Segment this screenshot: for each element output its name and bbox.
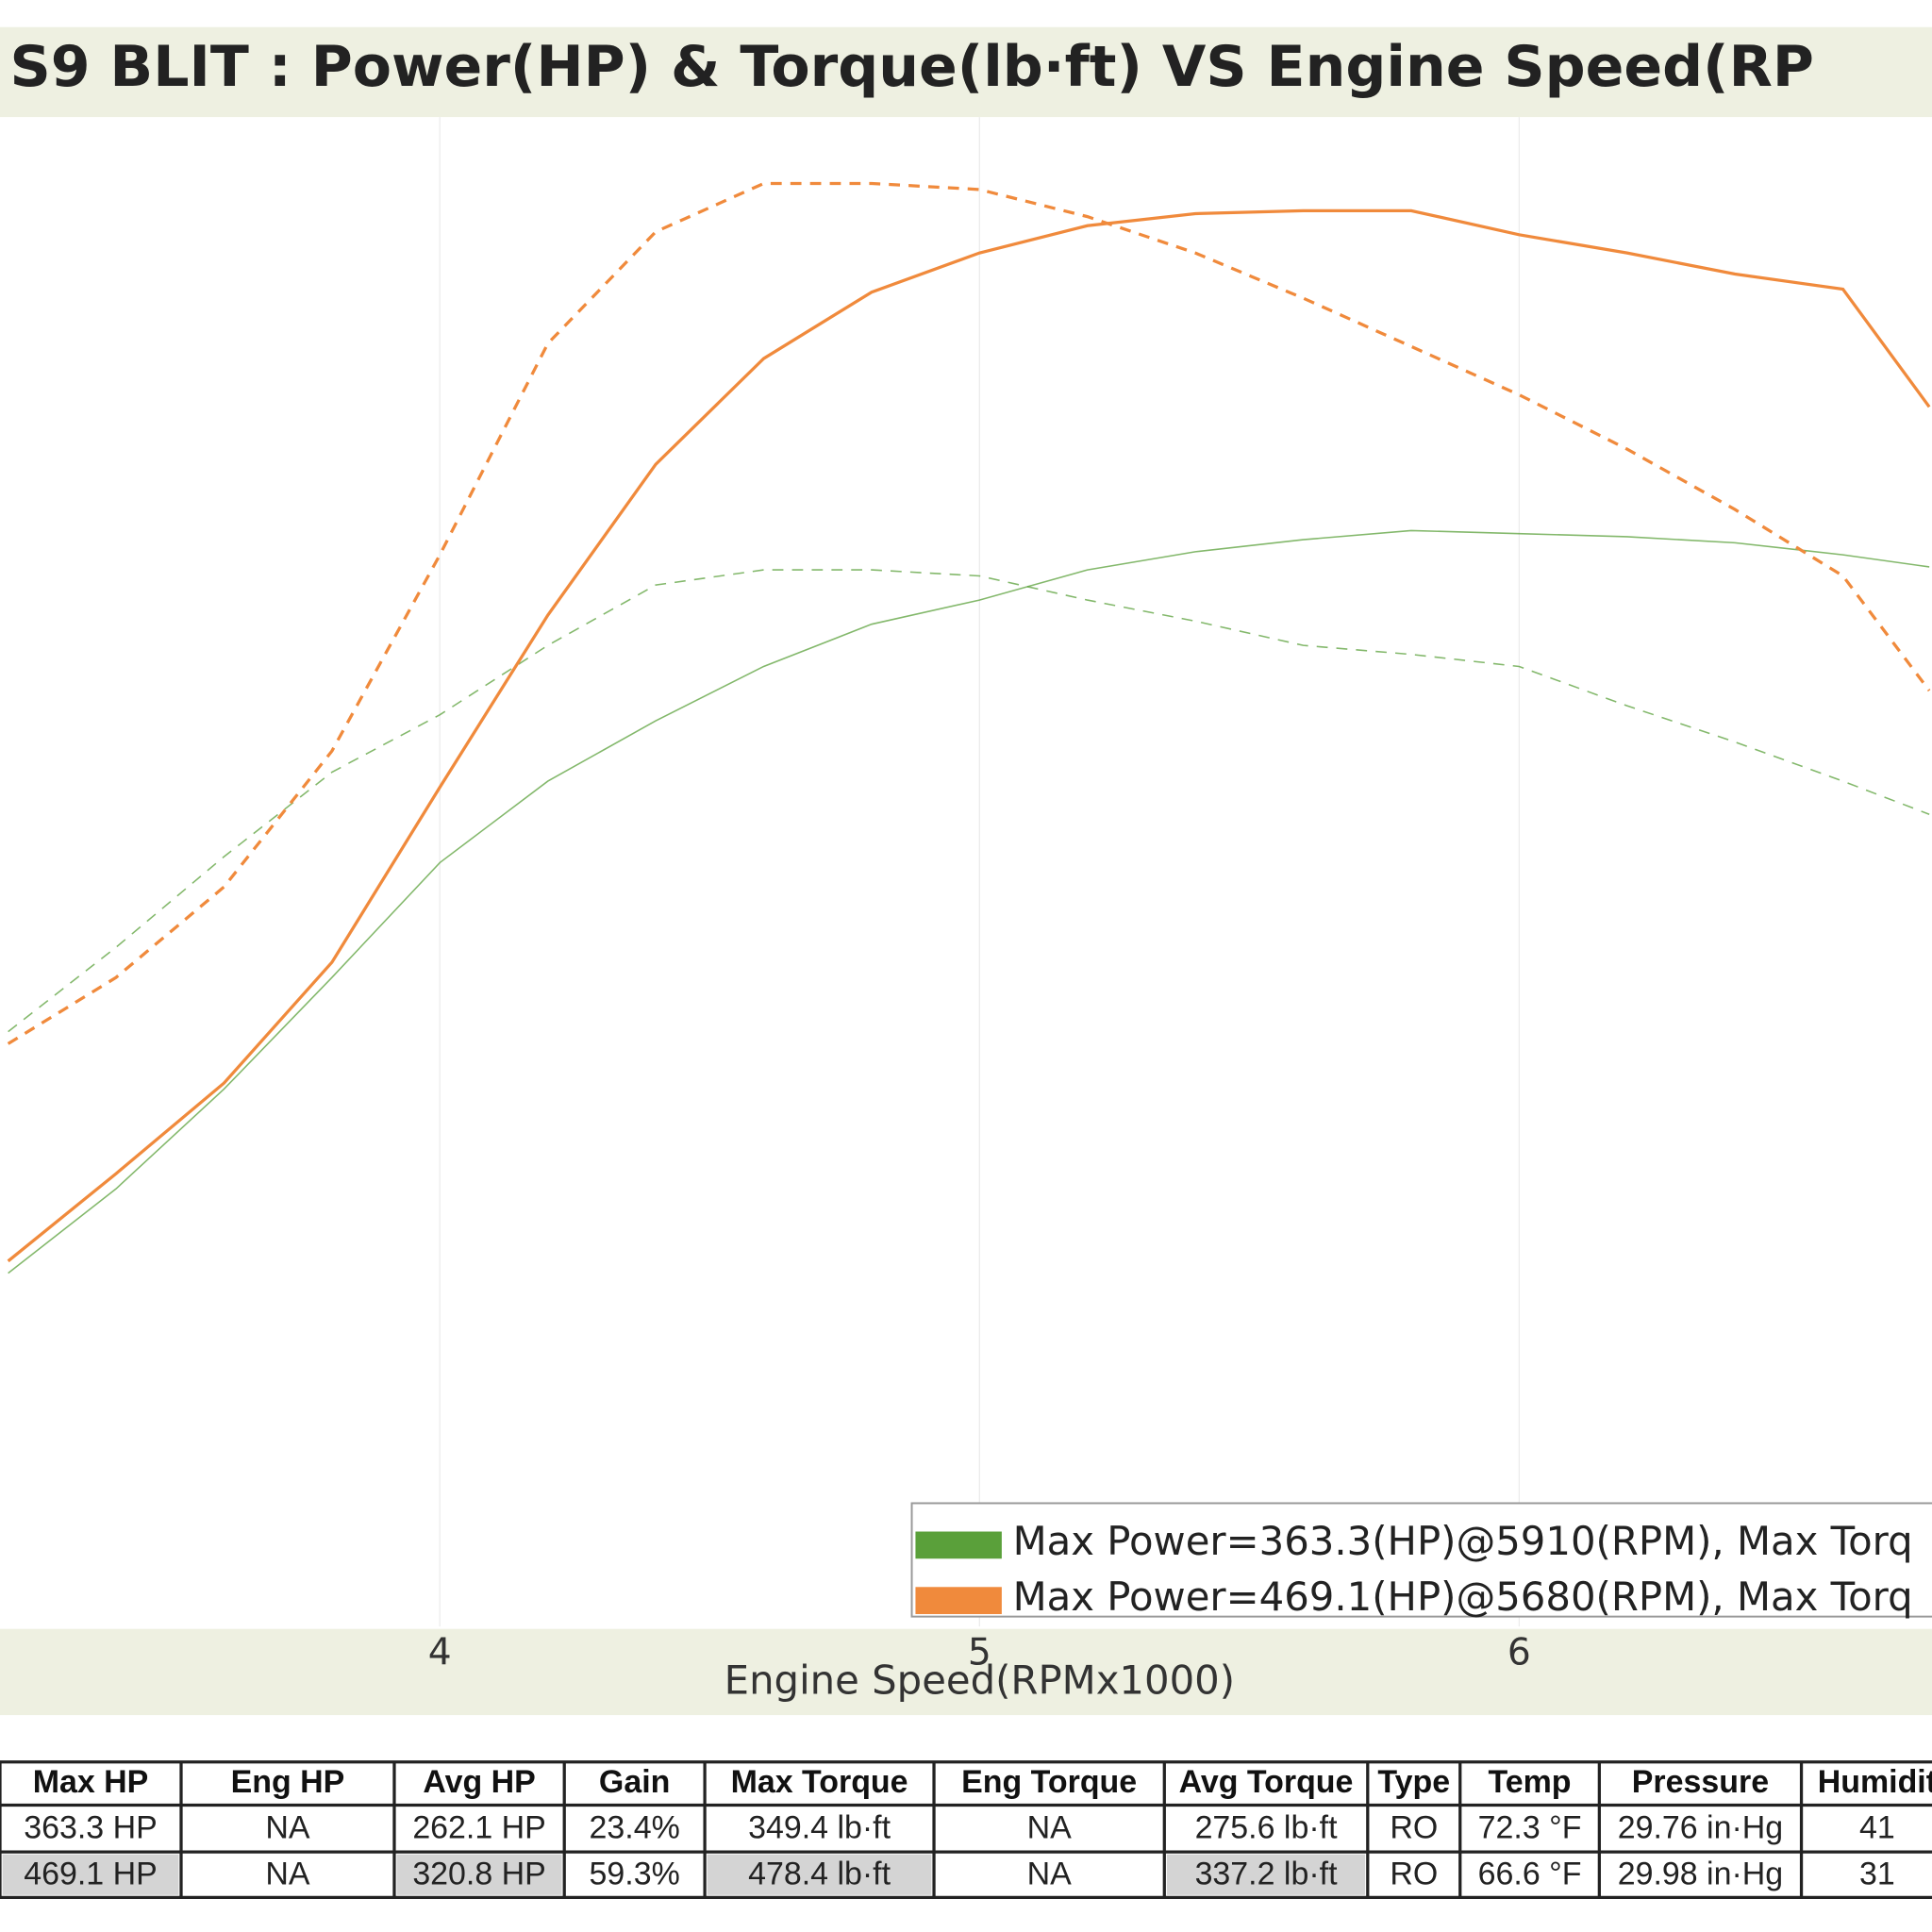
table-cell: NA	[1027, 1810, 1073, 1846]
legend	[910, 1502, 1932, 1618]
table-cell: 320.8 HP	[412, 1857, 546, 1892]
torque-line	[7, 181, 1931, 1045]
table-cell: 337.2 lb·ft	[1195, 1857, 1339, 1892]
table-header: Avg Torque	[1179, 1764, 1354, 1800]
legend-label: Max Power=363.3(HP)@5910(RPM), Max Torq	[1013, 1518, 1913, 1564]
table-cell: RO	[1390, 1857, 1438, 1892]
plot-area: 4 5 6	[7, 117, 1931, 1674]
table-cell: 31	[1859, 1857, 1895, 1892]
table-header: Gain	[599, 1764, 670, 1800]
table-cell: 363.3 HP	[24, 1810, 158, 1846]
legend-swatch	[915, 1587, 1002, 1615]
table-header: Eng HP	[231, 1764, 345, 1800]
table-cell: 72.3 °F	[1478, 1810, 1582, 1846]
cell-shade	[1166, 1854, 1366, 1895]
table-cell: 469.1 HP	[24, 1857, 158, 1892]
x-tick-label: 5	[968, 1632, 991, 1674]
x-axis-band	[0, 1628, 1932, 1716]
table-cell: NA	[1027, 1857, 1073, 1892]
x-tick-label: 6	[1507, 1632, 1531, 1674]
cell-shade	[396, 1854, 562, 1895]
torque-line	[8, 569, 1930, 1033]
table-header: Humidit	[1818, 1764, 1932, 1800]
table-cell: NA	[265, 1810, 310, 1846]
legend-entries: Max Power=363.3(HP)@5910(RPM), Max Torq M…	[915, 1518, 1913, 1620]
chart-title: S9 BLIT : Power(HP) & Torque(lb·ft) VS E…	[9, 34, 1813, 100]
table-cell: 275.6 lb·ft	[1195, 1810, 1339, 1846]
table-header: Pressure	[1632, 1764, 1769, 1800]
table-cell: 349.4 lb·ft	[748, 1810, 891, 1846]
table-cell: RO	[1390, 1810, 1438, 1846]
table-cell: NA	[265, 1857, 310, 1892]
table-cell: 66.6 °F	[1478, 1857, 1582, 1892]
x-tick-label: 4	[428, 1632, 452, 1674]
table-header: Type	[1377, 1764, 1450, 1800]
table-cell: 262.1 HP	[412, 1810, 546, 1846]
table-cell: 29.76 in·Hg	[1618, 1810, 1783, 1846]
table-header: Eng Torque	[961, 1764, 1137, 1800]
table-header: Max HP	[33, 1764, 149, 1800]
power-line	[7, 208, 1931, 1263]
title-band	[0, 26, 1932, 118]
table-header: Avg HP	[423, 1764, 535, 1800]
cell-shade	[2, 1854, 179, 1895]
table-cell: 41	[1859, 1810, 1895, 1846]
legend-label: Max Power=469.1(HP)@5680(RPM), Max Torq	[1013, 1574, 1913, 1620]
table-cell: 23.4%	[590, 1810, 680, 1846]
power-line	[8, 529, 1930, 1274]
table-header: Temp	[1489, 1764, 1572, 1800]
table-header: Max Torque	[731, 1764, 908, 1800]
summary-table: Max HP Eng HP Avg HP Gain Max Torque Eng Torq…	[0, 1760, 1932, 1900]
cell-shade	[707, 1854, 932, 1895]
legend-swatch	[915, 1531, 1002, 1559]
table-cell: 59.3%	[590, 1857, 680, 1892]
table-cell: 29.98 in·Hg	[1618, 1857, 1783, 1892]
x-axis-label: Engine Speed(RPMx1000)	[724, 1657, 1235, 1704]
table-cell: 478.4 lb·ft	[748, 1857, 891, 1892]
